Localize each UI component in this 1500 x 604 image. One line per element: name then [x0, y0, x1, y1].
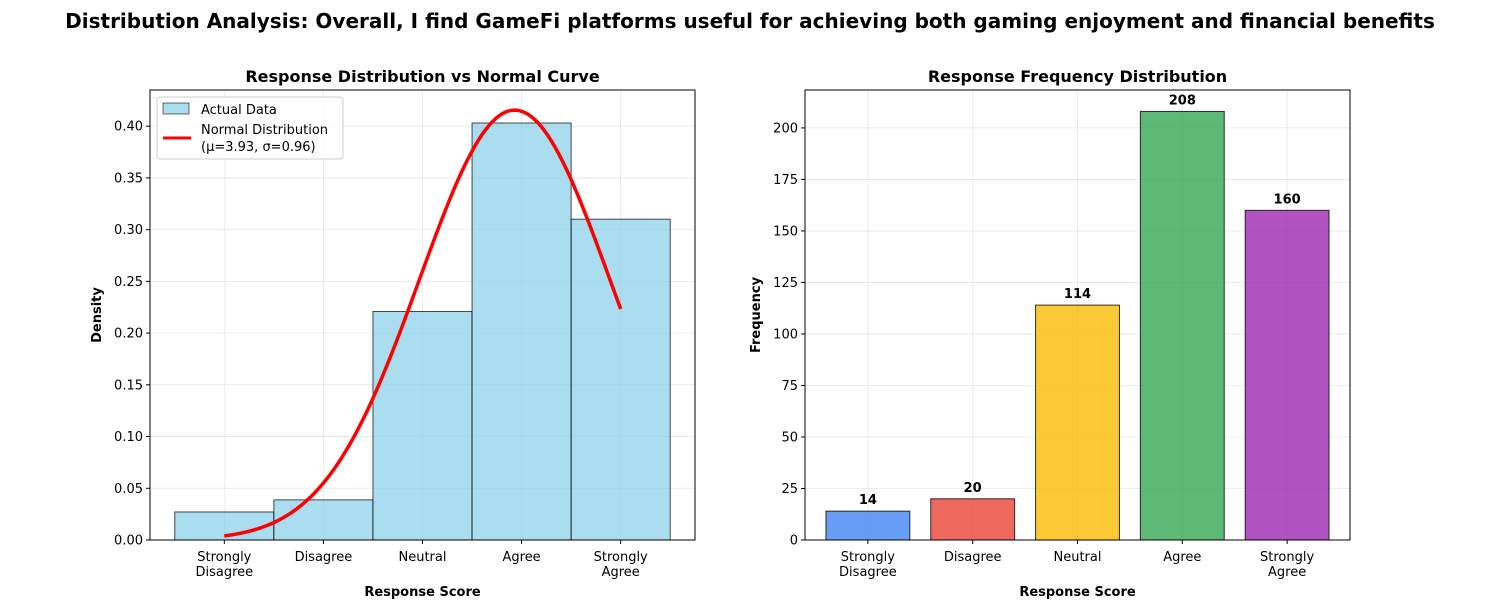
- frequency-chart-ytick-label: 125: [773, 276, 798, 291]
- frequency-chart-title: Response Frequency Distribution: [928, 67, 1227, 86]
- frequency-bar: [1139, 110, 1225, 541]
- density-bar: [273, 499, 374, 541]
- density-chart-xtick-label: Strongly Agree: [594, 550, 648, 580]
- frequency-chart-ytick-label: 0: [790, 534, 798, 549]
- frequency-bar-label: 114: [1064, 287, 1091, 302]
- frequency-chart-ylabel: Frequency: [749, 276, 764, 353]
- density-chart-ytick-label: 0.25: [114, 275, 143, 290]
- density-chart-ytick-label: 0.20: [114, 327, 143, 342]
- normal-curve-line: [224, 108, 623, 538]
- density-chart-curve: [224, 108, 623, 538]
- frequency-bar-label: 208: [1169, 93, 1196, 108]
- frequency-chart-xtick-label: Disagree: [944, 550, 1002, 565]
- density-chart-bars: [174, 122, 671, 541]
- density-chart-y-ticks: 0.00 0.05 0.10 0.15 0.20 0.25 0.30 0.35 0.40: [114, 120, 150, 549]
- frequency-chart-ytick-label: 50: [781, 430, 798, 445]
- density-chart-xtick-label: Agree: [502, 550, 540, 565]
- density-chart-xtick-label: Strongly Disagree: [195, 550, 253, 580]
- density-bar: [471, 122, 572, 541]
- frequency-chart-x-ticks: Strongly Disagree Disagree Neutral Agree Stro…: [839, 540, 1314, 580]
- legend-swatch-actual: [162, 102, 190, 115]
- density-chart-x-ticks: Strongly Disagree Disagree Neutral Agree Stro…: [195, 540, 648, 580]
- frequency-bar-label: 160: [1274, 192, 1301, 207]
- density-chart-ytick-label: 0.00: [114, 534, 143, 549]
- frequency-chart-ytick-label: 25: [781, 482, 798, 497]
- frequency-chart-y-ticks: 0 25 50 75 100 125 150 175 200: [773, 121, 805, 549]
- density-chart-ytick-label: 0.35: [114, 171, 143, 186]
- density-chart-xtick-label: Neutral: [399, 550, 447, 565]
- frequency-chart-ytick-label: 100: [773, 327, 798, 342]
- frequency-chart-xlabel: Response Score: [1019, 585, 1136, 600]
- frequency-chart-xtick-label: Neutral: [1054, 550, 1102, 565]
- density-bar: [570, 218, 671, 541]
- legend-frame: [156, 96, 344, 160]
- frequency-chart-xtick-label: Strongly Disagree: [839, 550, 897, 580]
- density-chart-title: Response Distribution vs Normal Curve: [245, 67, 599, 86]
- frequency-chart-xtick-label: Agree: [1163, 550, 1201, 565]
- density-chart-xtick-label: Disagree: [295, 550, 353, 565]
- frequency-chart-ytick-label: 150: [773, 224, 798, 239]
- legend-label-actual: Actual Data: [201, 103, 277, 118]
- density-chart-ylabel: Density: [90, 287, 105, 343]
- density-chart-ytick-label: 0.05: [114, 482, 143, 497]
- density-chart-ytick-label: 0.10: [114, 430, 143, 445]
- frequency-bar-label: 20: [964, 481, 982, 496]
- density-chart-legend: Actual Data Normal Distribution (μ=3.93, …: [156, 96, 344, 160]
- frequency-bar: [1035, 304, 1120, 541]
- density-chart-ytick-label: 0.30: [114, 223, 143, 238]
- density-chart-ytick-label: 0.40: [114, 120, 143, 135]
- frequency-bar: [1244, 209, 1330, 541]
- frequency-chart: 14 20 114 208 160 0 25 50 75 100 125 150 175 200 Str…: [749, 67, 1351, 600]
- frequency-bar: [930, 498, 1016, 541]
- frequency-chart-ytick-label: 75: [781, 379, 798, 394]
- density-chart-xlabel: Response Score: [364, 585, 481, 600]
- frequency-chart-xtick-label: Strongly Agree: [1260, 550, 1314, 580]
- density-bar: [372, 310, 473, 541]
- frequency-bar: [825, 510, 911, 541]
- frequency-chart-ytick-label: 200: [773, 121, 798, 136]
- frequency-chart-bar-labels: 14 20 114 208 160: [859, 93, 1301, 508]
- density-chart: 0.00 0.05 0.10 0.15 0.20 0.25 0.30 0.35 0.40 Str…: [90, 67, 696, 600]
- legend-label-normal: Normal Distribution (μ=3.93, σ=0.96): [201, 123, 328, 155]
- frequency-chart-ytick-label: 175: [773, 173, 798, 188]
- density-chart-ytick-label: 0.15: [114, 378, 143, 393]
- frequency-chart-bars: [825, 110, 1330, 541]
- figure-suptitle: Distribution Analysis: Overall, I find G…: [65, 9, 1435, 33]
- frequency-bar-label: 14: [859, 493, 877, 508]
